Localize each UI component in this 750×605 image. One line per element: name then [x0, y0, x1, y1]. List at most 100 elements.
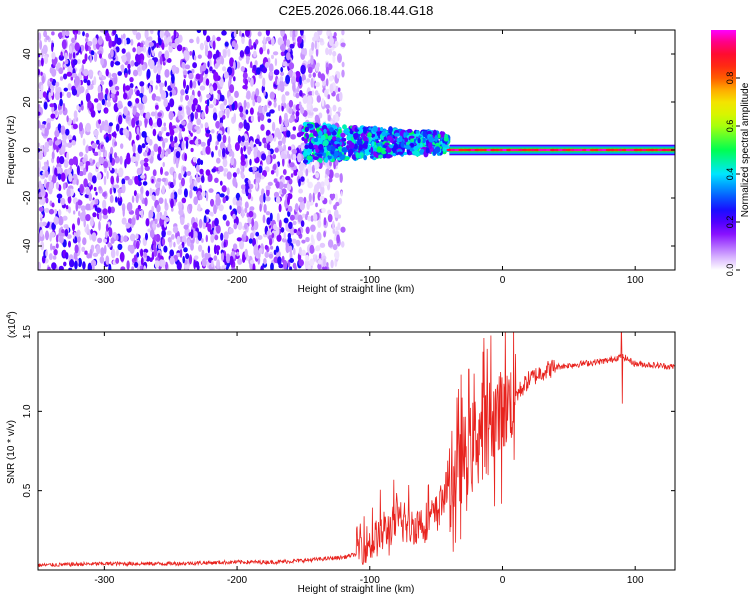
heatmap-cell	[305, 132, 309, 138]
heatmap-cell	[219, 116, 224, 125]
heatmap-cell	[165, 132, 170, 137]
heatmap-cell	[129, 244, 135, 254]
heatmap-cell	[103, 124, 109, 132]
heatmap-cell	[295, 110, 300, 117]
heatmap-cell	[135, 32, 142, 41]
heatmap-cell	[195, 164, 200, 173]
heatmap-cell	[297, 36, 302, 44]
heatmap-cell	[266, 217, 271, 225]
heatmap-cell	[95, 191, 98, 196]
heatmap-cell	[215, 145, 218, 151]
heatmap-cell	[287, 237, 292, 244]
heatmap-cell	[325, 66, 329, 75]
heatmap-cell	[72, 179, 77, 185]
heatmap-cell	[227, 48, 231, 57]
heatmap-cell	[81, 209, 86, 219]
heatmap-cell	[214, 63, 219, 69]
heatmap-cell	[155, 96, 161, 101]
heatmap-cell	[265, 196, 271, 202]
heatmap-cell	[90, 184, 93, 190]
multiplier-exponent: 4	[6, 315, 13, 319]
heatmap-cell	[149, 80, 154, 86]
heatmap-cell	[286, 52, 291, 61]
heatmap-cell	[421, 137, 427, 144]
heatmap-cell	[104, 230, 108, 239]
heatmap-cell	[193, 233, 198, 238]
heatmap-cell	[141, 64, 146, 71]
heatmap-cell	[92, 159, 96, 164]
heatmap-cell	[58, 265, 64, 270]
heatmap-cell	[249, 158, 252, 166]
heatmap-cell	[241, 209, 245, 219]
heatmap-cell	[231, 151, 235, 159]
heatmap-cell	[194, 125, 200, 130]
heatmap-cell	[278, 219, 282, 229]
heatmap-cell	[279, 79, 284, 89]
heatmap-cell	[150, 150, 154, 157]
heatmap-cell	[180, 89, 185, 96]
heatmap-cell	[324, 89, 328, 98]
heatmap-cell	[70, 76, 74, 81]
heatmap-cell	[258, 247, 263, 254]
heatmap-cell	[96, 139, 100, 145]
heatmap-cell	[238, 122, 244, 129]
heatmap-cell	[256, 96, 262, 104]
heatmap-cell	[266, 112, 270, 117]
heatmap-cell	[119, 155, 123, 165]
heatmap-cell	[388, 126, 393, 133]
heatmap-cell	[47, 221, 50, 227]
heatmap-cell	[217, 93, 220, 101]
heatmap-cell	[236, 167, 240, 175]
heatmap-cell	[120, 235, 124, 243]
heatmap-cell	[132, 30, 138, 36]
heatmap-cell	[310, 104, 314, 113]
heatmap-cell	[336, 71, 341, 79]
heatmap-cell	[139, 93, 144, 98]
heatmap-cell	[153, 57, 158, 63]
heatmap-cell	[92, 264, 95, 270]
heatmap-cell	[127, 100, 132, 107]
heatmap-cell	[193, 196, 199, 206]
heatmap-cell	[341, 69, 345, 78]
heatmap-cell	[281, 94, 286, 104]
x-tick-label: 100	[627, 275, 644, 286]
heatmap-cell	[92, 212, 97, 218]
heatmap-cell	[143, 265, 147, 270]
heatmap-cell	[270, 245, 274, 250]
heatmap-cell	[334, 40, 339, 48]
heatmap-cell	[59, 236, 64, 244]
heatmap-cell	[317, 30, 323, 36]
heatmap-cell	[53, 249, 58, 256]
heatmap-cell	[288, 62, 295, 70]
heatmap-cell	[55, 126, 58, 132]
heatmap-cell	[72, 52, 76, 59]
heatmap-cell	[66, 151, 69, 161]
svg-text:(x104): (x104)	[6, 311, 18, 338]
heatmap-cell	[102, 208, 108, 216]
x-tick-label: -100	[360, 275, 380, 286]
heatmap-cell	[145, 190, 150, 197]
heatmap-cell	[143, 162, 149, 168]
heatmap-cell	[91, 175, 97, 184]
heatmap-cell	[135, 194, 139, 204]
heatmap-cell	[249, 259, 255, 265]
heatmap-cell	[184, 136, 189, 142]
heatmap-cell	[233, 76, 236, 82]
heatmap-cell	[292, 34, 295, 41]
heatmap-cell	[118, 200, 122, 206]
heatmap-cell	[403, 132, 407, 139]
heatmap-cell	[49, 67, 54, 74]
x-tick-label: -300	[94, 575, 114, 586]
heatmap-cell	[73, 110, 78, 120]
heatmap-cell	[283, 231, 286, 240]
heatmap-cell	[43, 101, 48, 110]
heatmap-cell	[255, 39, 259, 45]
heatmap-cell	[240, 147, 243, 155]
heatmap-cell	[281, 255, 285, 263]
heatmap-cell	[212, 82, 218, 91]
heatmap-cell	[328, 48, 333, 56]
heatmap-cell	[77, 199, 83, 206]
heatmap-cell	[132, 69, 139, 77]
heatmap-cell	[278, 263, 284, 269]
heatmap-cell	[142, 94, 148, 104]
